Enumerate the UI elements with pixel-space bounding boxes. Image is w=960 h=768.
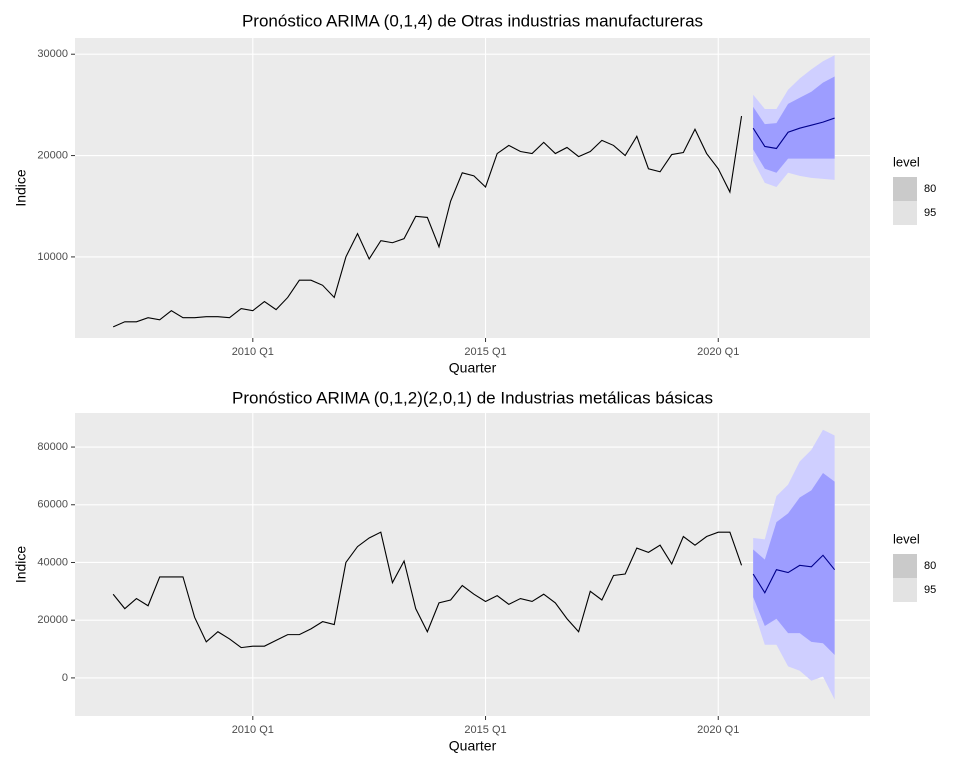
y-tick-label: 60000 <box>37 499 68 511</box>
y-tick-label: 0 <box>62 672 68 684</box>
interval-band <box>753 473 835 655</box>
legend-title: level <box>893 154 920 169</box>
y-tick-label: 80000 <box>37 441 68 453</box>
legend-label: 95 <box>924 207 936 219</box>
chart-title: Pronóstico ARIMA (0,1,2)(2,0,1) de Indus… <box>232 388 713 407</box>
y-tick-label: 10000 <box>37 251 68 263</box>
legend-label: 80 <box>924 183 936 195</box>
legend-key <box>893 554 917 578</box>
x-axis-title: Quarter <box>449 738 497 754</box>
legend-key <box>893 177 917 201</box>
x-tick-label: 2015 Q1 <box>464 346 506 358</box>
legend-label: 80 <box>924 560 936 572</box>
legend-key <box>893 578 917 602</box>
x-tick-label: 2020 Q1 <box>697 346 739 358</box>
x-tick-label: 2020 Q1 <box>697 724 739 736</box>
y-axis-title: Indice <box>13 546 29 584</box>
x-tick-label: 2015 Q1 <box>464 724 506 736</box>
legend-title: level <box>893 531 920 546</box>
forecast-line <box>752 554 836 594</box>
plot-background <box>75 413 870 716</box>
legend-key <box>893 201 917 225</box>
x-tick-label: 2010 Q1 <box>232 724 274 736</box>
y-tick-label: 20000 <box>37 614 68 626</box>
plot-background <box>75 38 870 338</box>
legend-label: 95 <box>924 584 936 596</box>
chart-title: Pronóstico ARIMA (0,1,4) de Otras indust… <box>242 11 703 30</box>
observed-line <box>112 531 743 649</box>
x-tick-label: 2010 Q1 <box>232 346 274 358</box>
observed-line <box>112 115 743 328</box>
forecast-line <box>752 117 835 150</box>
y-axis-title: Indice <box>13 169 29 207</box>
y-tick-label: 40000 <box>37 556 68 568</box>
interval-band <box>753 76 835 173</box>
y-tick-label: 20000 <box>37 149 68 161</box>
x-axis-title: Quarter <box>449 360 497 376</box>
y-tick-label: 30000 <box>37 48 68 60</box>
